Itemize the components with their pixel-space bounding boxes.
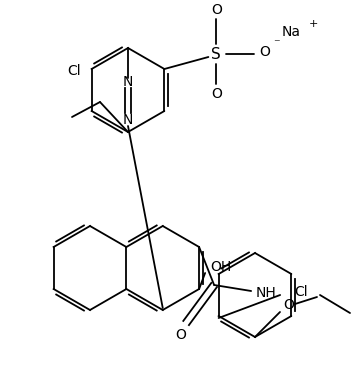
Text: O: O [211, 87, 222, 101]
Text: N: N [123, 75, 133, 89]
Text: ⁻: ⁻ [273, 37, 280, 50]
Text: O: O [176, 328, 187, 342]
Text: OH: OH [210, 260, 232, 274]
Text: S: S [212, 47, 221, 61]
Text: +: + [309, 19, 318, 29]
Text: Cl: Cl [67, 64, 81, 78]
Text: O: O [259, 45, 270, 59]
Text: O: O [283, 298, 295, 312]
Text: Na: Na [282, 25, 301, 39]
Text: O: O [211, 3, 222, 17]
Text: N: N [123, 113, 133, 127]
Text: NH: NH [256, 286, 277, 300]
Text: Cl: Cl [295, 285, 308, 299]
